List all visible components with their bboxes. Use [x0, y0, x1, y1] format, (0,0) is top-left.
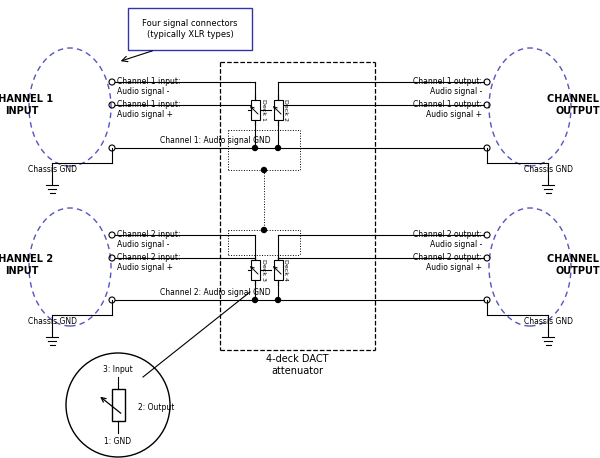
Circle shape	[262, 228, 266, 233]
Text: Channel 2 output:
Audio signal +: Channel 2 output: Audio signal +	[413, 253, 482, 273]
Text: Channel 2 input:
Audio signal +: Channel 2 input: Audio signal +	[117, 253, 181, 273]
Text: 1: GND: 1: GND	[104, 437, 131, 446]
Text: Deck 2: Deck 2	[284, 99, 289, 121]
Text: CHANNEL 2
INPUT: CHANNEL 2 INPUT	[0, 254, 53, 276]
Text: Channel 2 input:
Audio signal -: Channel 2 input: Audio signal -	[117, 230, 181, 250]
Text: 4-deck DACT
attenuator: 4-deck DACT attenuator	[266, 354, 329, 376]
Text: Channel 1 input:
Audio signal -: Channel 1 input: Audio signal -	[117, 77, 181, 96]
Bar	[251, 100, 260, 120]
Circle shape	[262, 168, 266, 173]
Text: Chassis GND: Chassis GND	[28, 165, 77, 174]
Bar	[112, 389, 125, 421]
Text: Channel 1: Audio signal GND: Channel 1: Audio signal GND	[160, 136, 271, 145]
Circle shape	[275, 146, 281, 151]
Text: CHANNEL 1
OUTPUT: CHANNEL 1 OUTPUT	[547, 94, 600, 116]
Circle shape	[253, 298, 257, 302]
Text: CHANNEL 1
INPUT: CHANNEL 1 INPUT	[0, 94, 53, 116]
Text: CHANNEL 2
OUTPUT: CHANNEL 2 OUTPUT	[547, 254, 600, 276]
Text: Chassis GND: Chassis GND	[523, 317, 572, 326]
Text: Channel 1 output:
Audio signal +: Channel 1 output: Audio signal +	[413, 100, 482, 120]
Text: Four signal connectors
(typically XLR types): Four signal connectors (typically XLR ty…	[142, 19, 238, 38]
Text: Deck 4: Deck 4	[284, 259, 289, 281]
Circle shape	[253, 146, 257, 151]
FancyBboxPatch shape	[128, 8, 252, 50]
Text: Chassis GND: Chassis GND	[28, 317, 77, 326]
Bar	[274, 100, 283, 120]
Text: 3: Input: 3: Input	[103, 365, 133, 374]
Text: Deck 1: Deck 1	[260, 99, 265, 121]
Text: Channel 1 input:
Audio signal +: Channel 1 input: Audio signal +	[117, 100, 181, 120]
Text: Channel 2 output:
Audio signal -: Channel 2 output: Audio signal -	[413, 230, 482, 250]
Text: Deck 3: Deck 3	[260, 259, 265, 281]
Text: 2: Output: 2: Output	[138, 403, 175, 411]
Text: Channel 1 output:
Audio signal -: Channel 1 output: Audio signal -	[413, 77, 482, 96]
Text: Chassis GND: Chassis GND	[523, 165, 572, 174]
Bar	[251, 260, 260, 280]
Bar	[274, 260, 283, 280]
Circle shape	[275, 298, 281, 302]
Text: Channel 2: Audio signal GND: Channel 2: Audio signal GND	[160, 288, 271, 297]
